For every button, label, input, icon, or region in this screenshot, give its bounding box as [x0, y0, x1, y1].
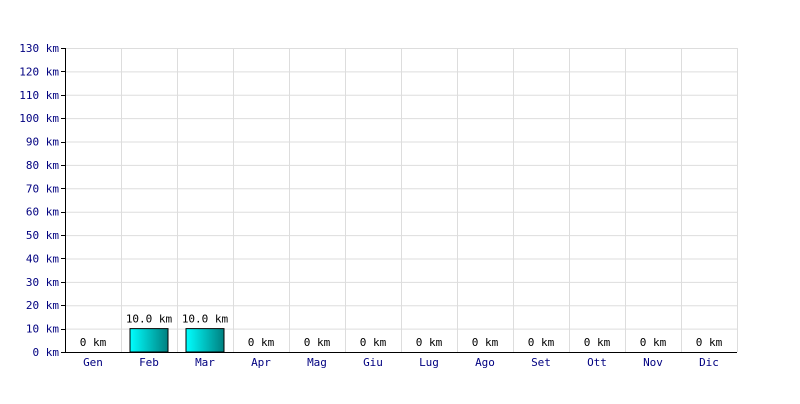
data-label: 0 km — [584, 336, 611, 349]
x-tick-label: Apr — [251, 356, 271, 369]
data-label: 10.0 km — [126, 313, 173, 326]
y-tick-label: 120 km — [19, 65, 59, 78]
data-label: 0 km — [80, 336, 107, 349]
data-label: 0 km — [472, 336, 499, 349]
y-tick-label: 90 km — [26, 136, 59, 149]
x-tick-label: Set — [531, 356, 551, 369]
axes — [61, 48, 737, 353]
y-tick-label: 30 km — [26, 276, 59, 289]
x-tick-label: Lug — [419, 356, 439, 369]
x-tick-label: Gen — [83, 356, 103, 369]
x-tick-label: Ott — [587, 356, 607, 369]
y-tick-label: 80 km — [26, 159, 59, 172]
data-label: 0 km — [696, 336, 723, 349]
x-tick-label: Mag — [307, 356, 327, 369]
x-tick-label: Ago — [475, 356, 495, 369]
grid-lines — [65, 48, 738, 352]
y-tick-label: 10 km — [26, 323, 59, 336]
y-tick-label: 60 km — [26, 206, 59, 219]
x-tick-label: Mar — [195, 356, 215, 369]
y-tick-label: 0 km — [33, 346, 60, 359]
data-label: 0 km — [528, 336, 555, 349]
y-tick-label: 40 km — [26, 252, 59, 265]
bars — [129, 328, 225, 353]
x-tick-label: Dic — [699, 356, 719, 369]
y-tick-label: 130 km — [19, 42, 59, 55]
y-axis-ticks: 0 km 10 km 20 km 30 km 40 km 50 km 60 km 70 km 8… — [19, 42, 59, 359]
x-tick-label: Giu — [363, 356, 383, 369]
data-label: 0 km — [360, 336, 387, 349]
x-tick-label: Feb — [139, 356, 159, 369]
data-label: 0 km — [640, 336, 667, 349]
y-tick-label: 20 km — [26, 299, 59, 312]
bar-mar — [185, 328, 225, 353]
bar-feb — [129, 328, 169, 353]
y-tick-label: 50 km — [26, 229, 59, 242]
data-label: 10.0 km — [182, 313, 229, 326]
data-label: 0 km — [304, 336, 331, 349]
data-label: 0 km — [248, 336, 275, 349]
x-axis-ticks: Gen Feb Mar Apr Mag Giu Lug Ago Set Ott Nov Dic — [83, 356, 719, 369]
data-labels: 0 km 10.0 km 10.0 km 0 km 0 km 0 km 0 km 0 km 0 … — [80, 313, 723, 349]
y-tick-label: 70 km — [26, 182, 59, 195]
y-tick-label: 110 km — [19, 89, 59, 102]
x-tick-label: Nov — [643, 356, 663, 369]
y-tick-label: 100 km — [19, 112, 59, 125]
data-label: 0 km — [416, 336, 443, 349]
